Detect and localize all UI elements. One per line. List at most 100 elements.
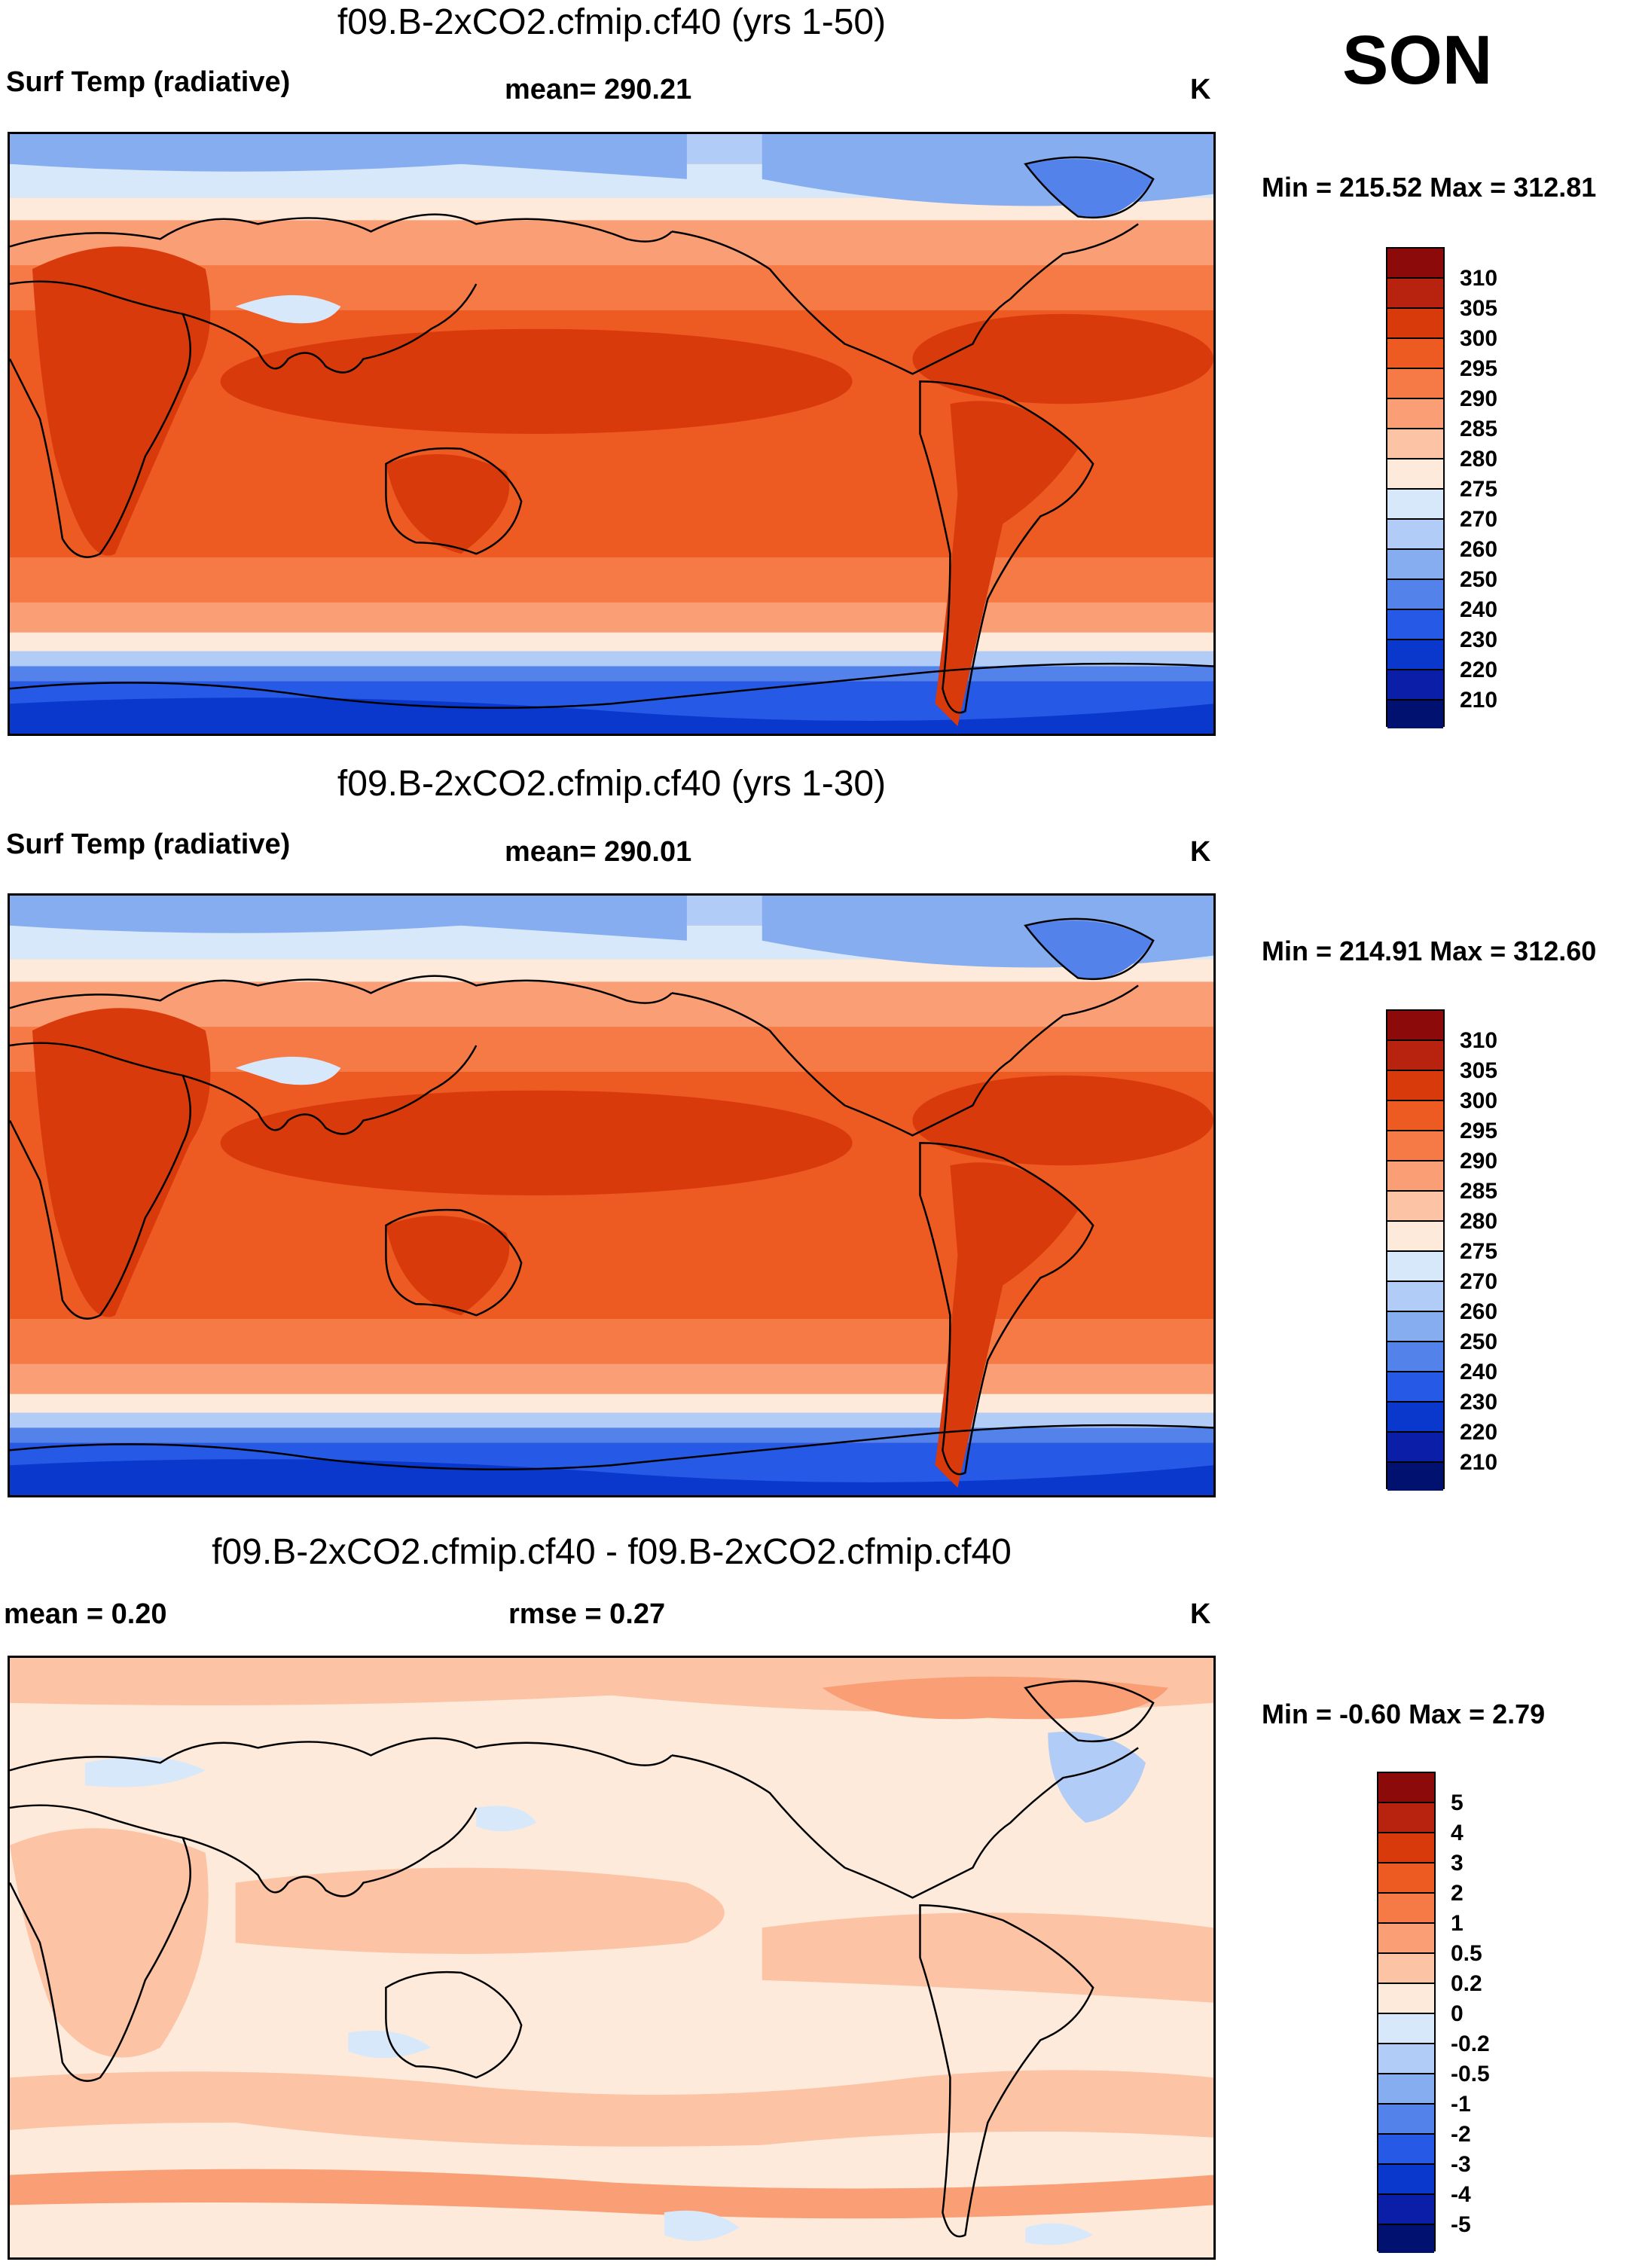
colorbar-swatch <box>1387 1342 1443 1372</box>
colorbar-swatch <box>1387 249 1443 279</box>
min-max-label: Min = -0.60 Max = 2.79 <box>1262 1699 1546 1729</box>
colorbar-swatch <box>1378 1924 1434 1954</box>
min-max-label: Min = 215.52 Max = 312.81 <box>1262 172 1597 203</box>
colorbar-swatch <box>1387 429 1443 459</box>
rmse-label: rmse = 0.27 <box>508 1598 666 1630</box>
map-svg <box>10 896 1213 1495</box>
colorbar-swatch <box>1387 399 1443 429</box>
colorbar-tick-label: 285 <box>1460 1179 1498 1204</box>
colorbar-swatch <box>1378 1773 1434 1803</box>
colorbar-swatch <box>1378 1864 1434 1894</box>
colorbar-swatch <box>1387 640 1443 670</box>
temperature-map <box>8 893 1216 1497</box>
colorbar-swatch <box>1387 1101 1443 1131</box>
colorbar-tick-label: 300 <box>1460 326 1498 351</box>
colorbar-swatch <box>1378 1833 1434 1864</box>
colorbar-tick-label: -2 <box>1451 2122 1471 2147</box>
colorbar-tick-label: 220 <box>1460 1420 1498 1445</box>
temperature-colorbar <box>1386 1009 1445 1491</box>
colorbar-swatch <box>1378 1894 1434 1924</box>
colorbar-swatch <box>1387 1011 1443 1041</box>
colorbar-tick-label: 305 <box>1460 1058 1498 1083</box>
colorbar-swatch <box>1387 309 1443 339</box>
colorbar-tick-label: 305 <box>1460 296 1498 321</box>
colorbar-swatch <box>1387 1312 1443 1342</box>
colorbar-tick-label: -4 <box>1451 2182 1471 2207</box>
units-label: K <box>1190 836 1211 868</box>
colorbar-swatch <box>1387 580 1443 610</box>
colorbar-swatch <box>1387 1192 1443 1222</box>
colorbar-tick-label: -5 <box>1451 2212 1471 2237</box>
colorbar-tick-label: 230 <box>1460 1390 1498 1415</box>
map-svg <box>10 1658 1213 2257</box>
colorbar-swatch <box>1387 1463 1443 1491</box>
coastlines <box>10 1680 1155 2238</box>
units-label: K <box>1190 1598 1211 1630</box>
coastlines <box>10 917 1213 1476</box>
difference-mean-label: mean = 0.20 <box>4 1598 167 1630</box>
colorbar-tick-label: 0.2 <box>1451 1971 1482 1996</box>
colorbar-swatch <box>1387 520 1443 550</box>
colorbar-tick-label: 310 <box>1460 1028 1498 1053</box>
colorbar-swatch <box>1387 1403 1443 1433</box>
colorbar-tick-label: 280 <box>1460 447 1498 472</box>
colorbar-swatch <box>1387 369 1443 399</box>
colorbar-swatch <box>1378 2225 1434 2253</box>
colorbar-swatch <box>1387 1252 1443 1282</box>
colorbar-swatch <box>1378 1803 1434 1833</box>
colorbar-tick-label: 230 <box>1460 627 1498 652</box>
panel-title: f09.B-2xCO2.cfmip.cf40 - f09.B-2xCO2.cfm… <box>212 1532 1012 1572</box>
colorbar-swatch <box>1378 1984 1434 2014</box>
colorbar-swatch <box>1387 1161 1443 1192</box>
season-label: SON <box>1342 22 1493 99</box>
colorbar-swatch <box>1378 2105 1434 2135</box>
colorbar-tick-label: 310 <box>1460 266 1498 291</box>
mean-label: mean= 290.21 <box>505 74 692 105</box>
colorbar-swatch <box>1387 1282 1443 1312</box>
colorbar-tick-label: -0.2 <box>1451 2031 1490 2056</box>
colorbar-tick-label: 1 <box>1451 1911 1464 1936</box>
colorbar-tick-label: 3 <box>1451 1851 1464 1876</box>
colorbar-tick-label: 220 <box>1460 658 1498 682</box>
colorbar-tick-label: -3 <box>1451 2152 1471 2177</box>
colorbar-tick-label: 260 <box>1460 537 1498 562</box>
colorbar-swatch <box>1387 490 1443 520</box>
colorbar-tick-label: 270 <box>1460 1269 1498 1294</box>
colorbar-tick-label: 5 <box>1451 1790 1464 1815</box>
temperature-map <box>8 132 1216 736</box>
colorbar-swatch <box>1378 2195 1434 2225</box>
colorbar-tick-label: 285 <box>1460 417 1498 441</box>
colorbar-swatch <box>1387 1372 1443 1403</box>
mean-label: mean= 290.01 <box>505 836 692 868</box>
colorbar-tick-label: 270 <box>1460 507 1498 532</box>
colorbar-swatch <box>1387 339 1443 369</box>
colorbar-tick-label: 0.5 <box>1451 1941 1482 1966</box>
colorbar-swatch <box>1387 610 1443 640</box>
colorbar-swatch <box>1387 459 1443 490</box>
colorbar-tick-label: 275 <box>1460 477 1498 502</box>
colorbar-swatch <box>1387 670 1443 701</box>
colorbar-tick-label: 210 <box>1460 688 1498 713</box>
colorbar-tick-label: -1 <box>1451 2092 1471 2117</box>
colorbar-swatch <box>1387 550 1443 580</box>
colorbar-swatch <box>1387 1222 1443 1252</box>
colorbar-tick-label: 210 <box>1460 1450 1498 1475</box>
colorbar-tick-label: 250 <box>1460 567 1498 592</box>
colorbar-swatch <box>1387 701 1443 728</box>
colorbar-tick-label: 0 <box>1451 2001 1464 2026</box>
colorbar-tick-label: 240 <box>1460 1360 1498 1384</box>
colorbar-swatch <box>1387 1433 1443 1463</box>
colorbar-swatch <box>1387 279 1443 309</box>
colorbar-tick-label: 4 <box>1451 1821 1464 1845</box>
min-max-label: Min = 214.91 Max = 312.60 <box>1262 936 1597 966</box>
colorbar-swatch <box>1378 1954 1434 1984</box>
colorbar-tick-label: 240 <box>1460 597 1498 622</box>
coastlines <box>10 156 1213 714</box>
colorbar-tick-label: 290 <box>1460 386 1498 411</box>
colorbar-swatch <box>1387 1041 1443 1071</box>
colorbar-swatch <box>1378 2074 1434 2105</box>
panel-title: f09.B-2xCO2.cfmip.cf40 (yrs 1-50) <box>337 2 887 42</box>
colorbar-swatch <box>1378 2165 1434 2195</box>
colorbar-tick-label: 2 <box>1451 1881 1464 1906</box>
units-label: K <box>1190 74 1211 105</box>
